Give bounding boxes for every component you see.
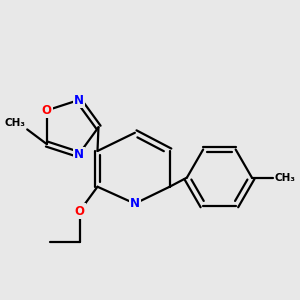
Text: O: O (75, 205, 85, 218)
Text: N: N (74, 148, 84, 161)
Text: O: O (42, 104, 52, 117)
Text: N: N (130, 197, 140, 210)
Text: N: N (74, 94, 84, 106)
Text: CH₃: CH₃ (4, 118, 26, 128)
Text: CH₃: CH₃ (275, 172, 296, 183)
